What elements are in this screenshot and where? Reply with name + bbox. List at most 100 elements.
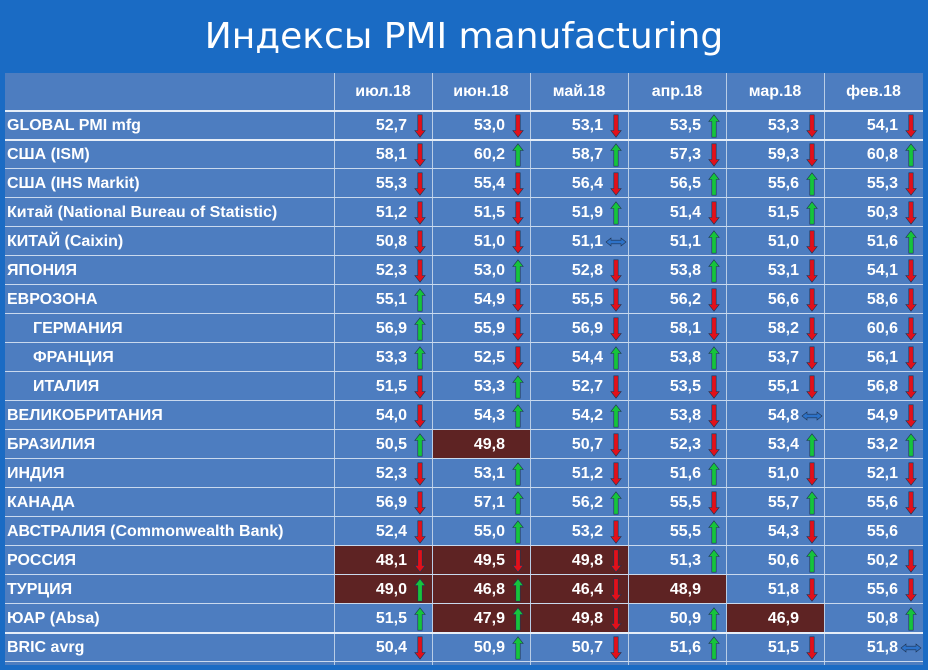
arrow-down-icon — [606, 285, 626, 314]
table-row: ЮАР (Absa) 51,5 47,9 49,8 50,9 46,9 50,8 — [5, 604, 923, 633]
arrow-down-icon — [704, 430, 724, 459]
value-cell: 49,8 — [432, 430, 530, 459]
pmi-value: 56,2 — [669, 290, 701, 308]
value-cell: 51,3 — [628, 546, 726, 575]
arrow-down-icon — [802, 227, 822, 256]
value-cell: 55,5 — [628, 488, 726, 517]
value-cell: 56,9 — [530, 314, 628, 343]
column-header-1: июн.18 — [432, 73, 530, 111]
pmi-value: 55,4 — [473, 174, 505, 192]
row-divider — [5, 545, 923, 546]
pmi-value: 55,5 — [669, 522, 701, 540]
value-cell: 56,9 — [334, 314, 432, 343]
table-row: GLOBAL PMI mfg 52,7 53,0 53,1 53,5 53,3 54,1 — [5, 111, 923, 140]
value-cell: 54,1 — [824, 256, 923, 285]
row-name: ГЕРМАНИЯ — [33, 319, 123, 337]
pmi-value: 52,1 — [866, 464, 898, 482]
pmi-value: 55,6 — [866, 493, 898, 511]
pmi-value: 55,1 — [375, 290, 407, 308]
value-cell: 56,2 — [530, 488, 628, 517]
row-name: США (ISM) — [7, 145, 90, 163]
arrow-up-icon — [508, 401, 528, 430]
value-cell: 55,5 — [628, 517, 726, 546]
column-divider — [824, 73, 825, 665]
pmi-value: 55,1 — [767, 377, 799, 395]
row-name: ЮАР (Absa) — [7, 609, 100, 627]
value-cell: 49,5 — [432, 546, 530, 575]
value-cell: 51,8 — [824, 633, 923, 662]
row-divider — [5, 632, 923, 634]
arrow-down-icon — [901, 314, 921, 343]
value-cell: 50,5 — [334, 430, 432, 459]
row-divider — [5, 429, 923, 430]
value-cell: 56,2 — [628, 285, 726, 314]
pmi-value: 50,6 — [767, 551, 799, 569]
value-cell: 52,8 — [530, 256, 628, 285]
table-row: ЕВРОЗОНА 55,1 54,9 55,5 56,2 56,6 58,6 — [5, 285, 923, 314]
row-divider — [5, 371, 923, 372]
pmi-value: 53,3 — [767, 116, 799, 134]
pmi-value: 51,6 — [669, 638, 701, 656]
value-cell: 54,0 — [334, 401, 432, 430]
pmi-value: 53,8 — [669, 261, 701, 279]
arrow-up-icon — [606, 401, 626, 430]
value-cell: 51,0 — [726, 227, 824, 256]
arrow-down-icon — [901, 198, 921, 227]
arrow-left-right-icon — [899, 633, 923, 662]
arrow-down-icon — [802, 517, 822, 546]
table-row: Китай (National Bureau of Statistic) 51,2… — [5, 198, 923, 227]
arrow-down-icon — [410, 488, 430, 517]
value-cell: 53,7 — [726, 343, 824, 372]
value-cell: 52,3 — [334, 256, 432, 285]
value-cell: 49,8 — [530, 604, 628, 633]
row-name: ИНДИЯ — [7, 464, 65, 482]
value-cell: 55,6 — [824, 488, 923, 517]
value-cell: 59,3 — [726, 140, 824, 169]
arrow-down-icon — [901, 256, 921, 285]
row-divider — [5, 110, 923, 112]
arrow-down-icon — [606, 169, 626, 198]
value-cell: 54,1 — [824, 111, 923, 140]
pmi-value: 54,1 — [866, 261, 898, 279]
arrow-up-icon — [704, 256, 724, 285]
pmi-value: 53,4 — [767, 435, 799, 453]
value-cell: 55,3 — [334, 169, 432, 198]
arrow-down-icon — [410, 256, 430, 285]
arrow-down-icon — [410, 169, 430, 198]
pmi-value: 56,9 — [375, 493, 407, 511]
pmi-value: 51,2 — [375, 203, 407, 221]
row-divider — [5, 197, 923, 198]
value-cell: 55,4 — [432, 169, 530, 198]
value-cell: 49,0 — [334, 575, 432, 604]
value-cell: 53,3 — [726, 111, 824, 140]
value-cell: 51,6 — [628, 633, 726, 662]
value-cell: 47,9 — [432, 604, 530, 633]
arrow-down-icon — [704, 488, 724, 517]
pmi-value: 59,3 — [767, 145, 799, 163]
row-divider — [5, 255, 923, 256]
value-cell: 54,9 — [824, 401, 923, 430]
pmi-value: 51,2 — [571, 464, 603, 482]
arrow-down-icon — [410, 372, 430, 401]
value-cell: 51,4 — [628, 198, 726, 227]
value-cell: 55,1 — [334, 285, 432, 314]
table-row: КИТАЙ (Caixin) 50,8 51,0 51,1 51,1 51,0 51,6 — [5, 227, 923, 256]
arrow-down-icon — [704, 140, 724, 169]
value-cell: 51,1 — [530, 227, 628, 256]
value-cell: 53,1 — [432, 459, 530, 488]
arrow-up-icon — [410, 285, 430, 314]
pmi-value: 54,0 — [375, 406, 407, 424]
pmi-value: 49,8 — [571, 609, 603, 627]
pmi-value: 50,9 — [473, 638, 505, 656]
arrow-down-icon — [410, 633, 430, 662]
row-name: БРАЗИЛИЯ — [7, 435, 96, 453]
value-cell: 53,8 — [628, 401, 726, 430]
value-cell: 51,0 — [726, 459, 824, 488]
pmi-value: 52,5 — [473, 348, 505, 366]
arrow-up-icon — [606, 343, 626, 372]
table-row: ВЕЛИКОБРИТАНИЯ 54,0 54,3 54,2 53,8 54,8 54,9 — [5, 401, 923, 430]
column-header-5: фев.18 — [824, 73, 923, 111]
value-cell: 55,6 — [824, 517, 923, 546]
column-header-label: мар.18 — [748, 83, 802, 100]
arrow-down-icon — [410, 140, 430, 169]
